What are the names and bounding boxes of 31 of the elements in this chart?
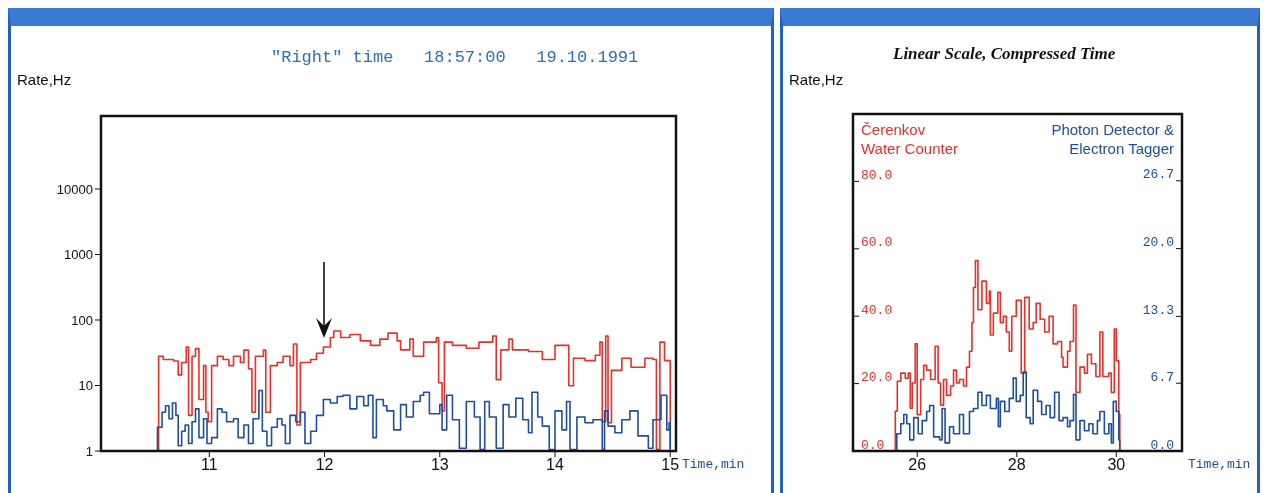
y2-tick-label: 20.0 — [1142, 235, 1174, 251]
x-tick-label: 11 — [201, 456, 218, 474]
y2-tick-label: 13.3 — [1142, 303, 1174, 319]
x-tick-label: 15 — [661, 456, 680, 474]
y2-tick-label: 26.7 — [1142, 167, 1174, 183]
chart-title: "Right" time 18:57:00 19.10.1991 — [271, 48, 639, 67]
y-tick-label: 60.0 — [861, 235, 893, 251]
y-tick-label: 10 — [78, 378, 93, 394]
y-tick-label: 80.0 — [861, 168, 893, 184]
y-tick-label: 1 — [85, 443, 93, 459]
x-tick-label: 28 — [1007, 456, 1026, 474]
chart-title: Linear Scale, Compressed Time — [893, 44, 1116, 64]
y-tick-label: 0.0 — [861, 437, 885, 453]
text: Čerenkov Water Counter — [861, 120, 958, 158]
text: Photon Detector & Electron Tagger — [1051, 120, 1174, 158]
x-tick-label: 13 — [430, 456, 449, 474]
x-axis-title: Time,min — [1188, 457, 1251, 472]
y2-tick-label: 6.7 — [1150, 369, 1174, 385]
x-tick-label: 30 — [1107, 456, 1126, 474]
y-tick-label: 40.0 — [861, 302, 893, 318]
y-tick-label: 20.0 — [861, 370, 893, 386]
x-tick-label: 14 — [546, 456, 565, 474]
y-axis-title: Rate,Hz — [17, 71, 72, 88]
y-tick-label: 100 — [71, 312, 93, 328]
y-tick-label: 10000 — [56, 181, 93, 197]
y-axis-title: Rate,Hz — [789, 71, 844, 88]
y2-tick-label: 0.0 — [1150, 437, 1174, 453]
x-axis-title: Time,min — [682, 457, 745, 472]
x-tick-label: 12 — [315, 456, 334, 474]
y-tick-label: 1000 — [64, 247, 93, 263]
x-tick-label: 26 — [908, 456, 927, 474]
